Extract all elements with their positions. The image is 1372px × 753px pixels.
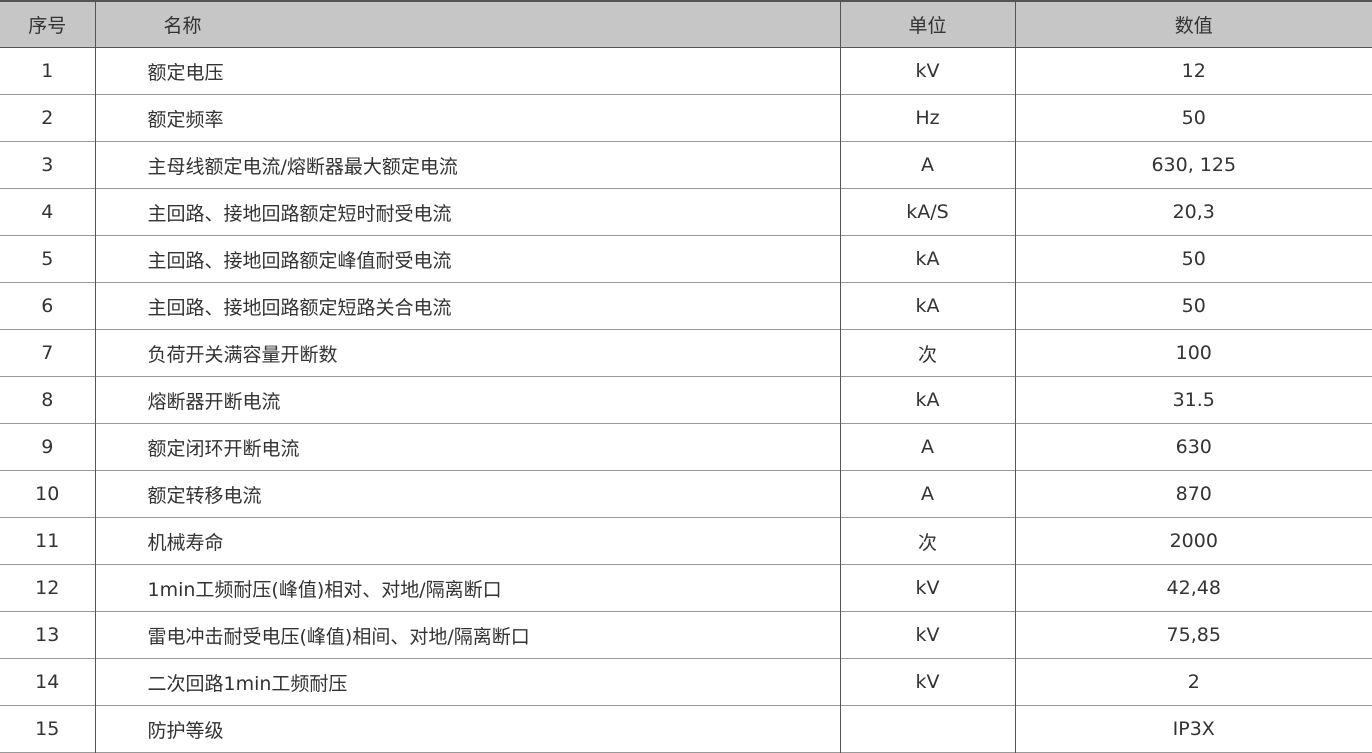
cell-name: 雷电冲击耐受电压(峰值)相间、对地/隔离断口 <box>94 611 840 659</box>
cell-value: 12 <box>1014 47 1372 95</box>
table-row: 11 机械寿命次 2000 <box>0 517 1372 565</box>
cell-no: 10 <box>35 483 60 505</box>
cell-unit: kA <box>839 235 1015 283</box>
cell-name: 主母线额定电流/熔断器最大额定电流 <box>94 141 840 189</box>
cell-name: 熔断器开断电流 <box>94 376 840 424</box>
table-row: 3 主母线额定电流/熔断器最大额定电流 A 630, 125 <box>0 141 1372 189</box>
cell-no: 5 <box>41 248 54 270</box>
table-row: 7 负荷开关满容量开断数次 100 <box>0 329 1372 377</box>
cell-no: 6 <box>41 295 54 317</box>
cell-value: 870 <box>1014 470 1372 518</box>
cell-unit: kA/S <box>839 188 1015 236</box>
cell-unit: kA <box>839 376 1015 424</box>
table-row: 13 雷电冲击耐受电压(峰值)相间、对地/隔离断口 kV 75,85 <box>0 611 1372 659</box>
cell-value: 75,85 <box>1014 611 1372 659</box>
cell-no: 15 <box>35 718 60 740</box>
cell-unit: kV <box>839 611 1015 659</box>
cell-name: 主回路、接地回路额定短时耐受电流 <box>94 188 840 236</box>
cell-unit: A <box>839 423 1015 471</box>
table-row: 6 主回路、接地回路额定短路关合电流 kA 50 <box>0 282 1372 330</box>
cell-name: 主回路、接地回路额定峰值耐受电流 <box>94 235 840 283</box>
cell-no: 3 <box>41 154 54 176</box>
table-row: 9 额定闭环开断电流 A 630 <box>0 423 1372 471</box>
table-row: 8 熔断器开断电流 kA 31.5 <box>0 376 1372 424</box>
cell-name: 防护等级 <box>94 705 840 753</box>
cell-name: 负荷开关满容量开断数 <box>94 329 840 377</box>
cell-value: IP3X <box>1014 705 1372 753</box>
cell-unit: 次 <box>839 329 1015 377</box>
cell-value: 50 <box>1014 94 1372 142</box>
cell-unit: kV <box>839 658 1015 706</box>
cell-value: 630 <box>1014 423 1372 471</box>
header-no: 序号 <box>28 15 67 37</box>
cell-value: 20,3 <box>1014 188 1372 236</box>
table-row: 1 额定电压 kV 12 <box>0 47 1372 95</box>
cell-no: 7 <box>41 342 54 364</box>
cell-unit: A <box>839 470 1015 518</box>
cell-unit: kV <box>839 47 1015 95</box>
cell-unit: kV <box>839 564 1015 612</box>
table-row: 10 额定转移电流 A 870 <box>0 470 1372 518</box>
cell-value: 100 <box>1014 329 1372 377</box>
cell-no: 2 <box>41 107 54 129</box>
cell-no: 11 <box>35 530 60 552</box>
cell-no: 8 <box>41 389 54 411</box>
table-row: 5 主回路、接地回路额定峰值耐受电流 kA 50 <box>0 235 1372 283</box>
cell-no: 1 <box>41 60 54 82</box>
cell-value: 50 <box>1014 235 1372 283</box>
cell-name: 二次回路1min工频耐压 <box>94 658 840 706</box>
cell-no: 12 <box>35 577 60 599</box>
cell-no: 14 <box>35 671 60 693</box>
cell-value: 50 <box>1014 282 1372 330</box>
cell-no: 9 <box>41 436 54 458</box>
cell-name: 机械寿命 <box>94 517 840 565</box>
table-row: 2 额定频率 Hz 50 <box>0 94 1372 142</box>
cell-unit <box>839 705 1015 753</box>
header-row: 序号 名称 单位 数值 <box>0 1 1372 48</box>
cell-name: 额定电压 <box>94 47 840 95</box>
cell-value: 2000 <box>1014 517 1372 565</box>
cell-value: 630, 125 <box>1014 141 1372 189</box>
cell-name: 额定频率 <box>94 94 840 142</box>
header-unit: 单位 <box>839 1 1015 48</box>
table-row: 4 主回路、接地回路额定短时耐受电流 kA/S 20,3 <box>0 188 1372 236</box>
cell-no: 4 <box>41 201 54 223</box>
cell-name: 额定闭环开断电流 <box>94 423 840 471</box>
cell-unit: kA <box>839 282 1015 330</box>
cell-name: 1min工频耐压(峰值)相对、对地/隔离断口 <box>94 564 840 612</box>
cell-unit: 次 <box>839 517 1015 565</box>
cell-value: 42,48 <box>1014 564 1372 612</box>
header-value: 数值 <box>1014 1 1372 48</box>
table-row: 14 二次回路1min工频耐压 kV 2 <box>0 658 1372 706</box>
cell-unit: A <box>839 141 1015 189</box>
header-name: 名称 <box>94 1 840 48</box>
table-row: 15 防护等级 IP3X <box>0 705 1372 753</box>
cell-no: 13 <box>35 624 60 646</box>
cell-value: 31.5 <box>1014 376 1372 424</box>
cell-value: 2 <box>1014 658 1372 706</box>
table-row: 12 1min工频耐压(峰值)相对、对地/隔离断口 kV 42,48 <box>0 564 1372 612</box>
cell-name: 额定转移电流 <box>94 470 840 518</box>
cell-unit: Hz <box>839 94 1015 142</box>
cell-name: 主回路、接地回路额定短路关合电流 <box>94 282 840 330</box>
